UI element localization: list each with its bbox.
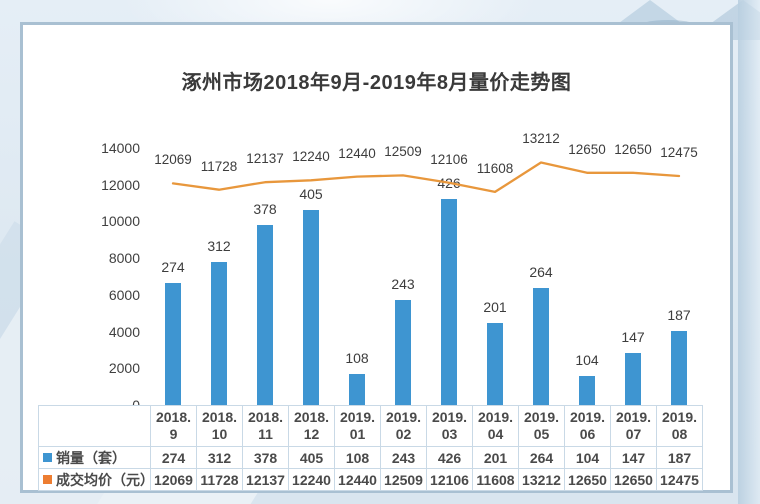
sales-value-cell: 264 <box>518 446 565 469</box>
price-value-cell: 12440 <box>334 468 381 491</box>
sales-bar <box>671 330 687 405</box>
sales-bar <box>211 261 227 405</box>
price-value-cell: 12475 <box>656 468 703 491</box>
price-legend-cell: 成交均价（元） <box>38 468 151 491</box>
sales-value-cell: 312 <box>196 446 243 469</box>
sales-bar <box>165 282 181 405</box>
sales-bar <box>487 322 503 405</box>
y-axis-tick-label: 4000 <box>108 323 140 340</box>
bar-value-label: 312 <box>207 237 231 254</box>
price-value-cell: 12106 <box>426 468 473 491</box>
column-header: 2018. 11 <box>242 405 289 447</box>
line-value-label: 12106 <box>430 151 468 167</box>
legend-label: 销量（套） <box>56 451 126 467</box>
price-line-path <box>171 161 681 194</box>
line-value-label: 12509 <box>384 144 422 160</box>
column-header: 2019. 04 <box>472 405 519 447</box>
column-header: 2019. 08 <box>656 405 703 447</box>
y-axis-tick-label: 8000 <box>108 250 140 267</box>
sales-value-cell: 147 <box>610 446 657 469</box>
table-row: 销量（套） 274 312 378 405 108 243 426 201 264 104 147 18… <box>38 446 703 469</box>
sales-bar <box>257 225 273 405</box>
price-value-cell: 12240 <box>288 468 335 491</box>
sales-legend-cell: 销量（套） <box>38 446 151 469</box>
plot-area: 274 312 378 405 108 243 426 201 264 104 147 187 1206… <box>150 131 702 405</box>
column-header: 2019. 05 <box>518 405 565 447</box>
y-axis-tick-label: 10000 <box>101 213 140 230</box>
price-line-chart <box>171 161 681 194</box>
chart-title: 涿州市场2018年9月-2019年8月量价走势图 <box>181 72 572 94</box>
legend-color-swatch-icon <box>43 475 52 484</box>
bar-value-label: 147 <box>621 328 645 345</box>
legend-color-swatch-icon <box>43 453 52 462</box>
data-table-container: 2018. 9 2018. 10 2018. 11 2018. 12 2019. 01 2019. 0… <box>38 405 703 491</box>
bar-value-label: 201 <box>483 298 507 315</box>
data-table: 2018. 9 2018. 10 2018. 11 2018. 12 2019. 01 2019. 0… <box>38 405 703 491</box>
sales-bar <box>349 374 365 405</box>
line-value-label: 12137 <box>246 151 284 167</box>
price-value-cell: 12137 <box>242 468 289 491</box>
table-row: 成交均价（元） 12069 11728 12137 12240 12440 12509 121… <box>38 468 703 491</box>
price-value-cell: 13212 <box>518 468 565 491</box>
column-header: 2019. 02 <box>380 405 427 447</box>
line-value-label: 11608 <box>476 160 514 176</box>
bar-value-label: 405 <box>299 186 323 203</box>
bar-value-label: 243 <box>391 275 415 292</box>
line-value-label: 12650 <box>568 141 606 157</box>
bar-value-label: 104 <box>575 352 599 369</box>
legend-entry: 销量（套） <box>40 448 150 468</box>
price-value-cell: 12069 <box>150 468 197 491</box>
sales-value-cell: 274 <box>150 446 197 469</box>
line-value-label: 12069 <box>154 152 192 168</box>
column-header: 2018. 12 <box>288 405 335 447</box>
line-value-label: 13212 <box>522 131 560 147</box>
sales-value-cell: 243 <box>380 446 427 469</box>
sales-bar <box>303 210 319 405</box>
y-axis-tick-label: 6000 <box>108 286 140 303</box>
column-header: 2018. 10 <box>196 405 243 447</box>
sales-value-cell: 108 <box>334 446 381 469</box>
sales-value-cell: 104 <box>564 446 611 469</box>
y-axis-tick-label: 12000 <box>101 176 140 193</box>
price-value-cell: 11608 <box>472 468 519 491</box>
line-value-label: 11728 <box>200 158 238 174</box>
price-value-cell: 12650 <box>610 468 657 491</box>
sales-bar <box>533 288 549 405</box>
sales-bar <box>395 299 411 405</box>
bar-value-label: 378 <box>253 201 277 218</box>
background-decoration <box>738 0 760 504</box>
column-header: 2019. 03 <box>426 405 473 447</box>
y-axis-tick-label: 2000 <box>108 360 140 377</box>
sales-bar <box>579 376 595 405</box>
sales-value-cell: 378 <box>242 446 289 469</box>
y-axis-tick-label: 14000 <box>101 140 140 156</box>
bar-value-label: 274 <box>161 258 185 275</box>
price-value-cell: 12650 <box>564 468 611 491</box>
bar-value-label: 264 <box>529 264 553 281</box>
column-header: 2018. 9 <box>150 405 197 447</box>
price-value-cell: 11728 <box>196 468 243 491</box>
line-value-label: 12475 <box>660 145 698 160</box>
sales-bar <box>441 198 457 405</box>
sales-value-cell: 201 <box>472 446 519 469</box>
column-header: 2019. 01 <box>334 405 381 447</box>
line-value-label: 12240 <box>292 149 330 165</box>
sales-value-cell: 405 <box>288 446 335 469</box>
column-header: 2019. 07 <box>610 405 657 447</box>
column-header: 2019. 06 <box>564 405 611 447</box>
table-header-row: 2018. 9 2018. 10 2018. 11 2018. 12 2019. 01 2019. 0… <box>38 405 703 447</box>
line-value-label: 12650 <box>614 141 652 157</box>
sales-value-cell: 426 <box>426 446 473 469</box>
price-value-cell: 12509 <box>380 468 427 491</box>
table-corner-cell <box>38 405 151 447</box>
legend-entry: 成交均价（元） <box>40 470 151 490</box>
line-value-label: 12440 <box>338 145 376 161</box>
sales-value-cell: 187 <box>656 446 703 469</box>
legend-label: 成交均价（元） <box>56 473 151 489</box>
bar-value-label: 108 <box>345 350 369 367</box>
sales-bar <box>625 352 641 405</box>
bar-value-label: 187 <box>667 306 691 323</box>
